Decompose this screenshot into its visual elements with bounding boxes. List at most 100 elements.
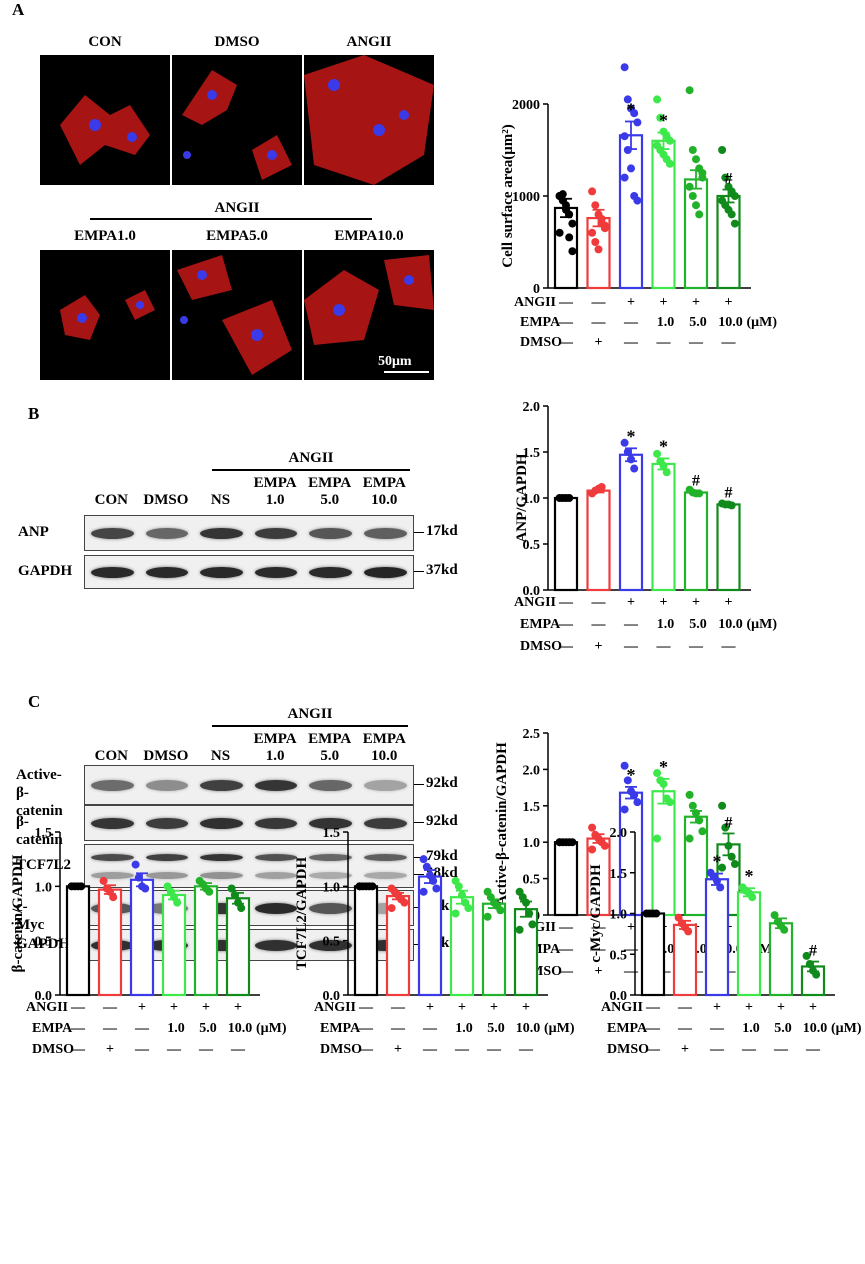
micrograph-con: [40, 55, 170, 185]
blot-band: [254, 939, 298, 951]
treatment-mark: —: [741, 1042, 757, 1057]
bar: [651, 790, 676, 917]
micrograph-empa5: [172, 250, 302, 380]
treatment-row-label: ANGII: [601, 1000, 643, 1015]
cell-image-angii: [304, 55, 434, 185]
data-point: [659, 461, 668, 470]
data-point: [600, 221, 609, 230]
treatment-mark: —: [358, 1021, 374, 1036]
data-point: [653, 95, 662, 104]
data-point: [568, 247, 577, 256]
data-point: [131, 860, 140, 869]
significance-mark: *: [627, 99, 636, 119]
data-point: [600, 841, 609, 850]
data-point: [656, 113, 665, 122]
data-point: [555, 838, 564, 847]
blot-band: [364, 902, 407, 914]
bar: [65, 885, 91, 997]
data-point: [688, 192, 697, 200]
treatment-mark: +: [777, 1000, 785, 1015]
treatment-mark: +: [394, 1042, 402, 1057]
bar: [193, 885, 219, 997]
blot-strip: [84, 515, 414, 551]
treatment-row-label: DMSO: [520, 335, 562, 350]
y-tick-label: 1.0: [610, 908, 628, 923]
blot-band: [254, 902, 298, 914]
treatment-mark: —: [623, 639, 639, 654]
micrograph-dmso: [172, 55, 302, 185]
treatment-mark: —: [677, 1000, 693, 1015]
treatment-mark: 1.0: [455, 1021, 473, 1036]
treatment-mark: —: [591, 920, 607, 935]
data-point: [597, 215, 606, 223]
kd-label: 79kd: [426, 847, 458, 864]
y-tick-label: 0.0: [35, 989, 53, 1004]
data-point: [692, 155, 700, 164]
data-point: [665, 159, 674, 168]
treatment-mark: 1.0: [657, 315, 675, 330]
blot-angii-line: [212, 469, 410, 471]
treatment-mark: —: [358, 1000, 374, 1015]
data-point: [597, 482, 606, 491]
treatment-mark: —: [656, 639, 672, 654]
blot-band: [200, 527, 243, 539]
treatment-mark: +: [713, 1000, 721, 1015]
treatment-mark: —: [70, 1042, 86, 1057]
blot-band: [254, 527, 298, 539]
data-point: [662, 468, 671, 477]
bar: [553, 496, 579, 592]
data-point: [588, 228, 597, 237]
data-point: [724, 841, 733, 850]
blot-band: [309, 902, 352, 914]
data-point: [688, 801, 697, 810]
y-tick-label: 0.5: [523, 538, 541, 553]
treatment-mark: —: [358, 1042, 374, 1057]
treatment-mark: —: [558, 335, 574, 350]
y-tick-label: 1.5: [523, 446, 541, 461]
data-point: [630, 464, 639, 473]
data-point: [623, 776, 632, 785]
treatment-mark: —: [623, 335, 639, 350]
kd-tick: [414, 784, 424, 785]
data-point: [730, 860, 739, 869]
data-point: [451, 909, 460, 918]
data-point: [591, 238, 600, 246]
significance-mark: *: [659, 111, 668, 131]
data-point: [134, 873, 143, 882]
data-point: [227, 884, 236, 893]
data-point: [99, 876, 108, 885]
y-tick-label: 0.0: [323, 989, 341, 1004]
micro-title-empa5: EMPA5.0: [206, 228, 268, 244]
treatment-mark: 1.0: [657, 617, 675, 632]
data-point: [630, 790, 639, 799]
treatment-mark: 5.0: [199, 1021, 217, 1036]
micro-group-line: [90, 218, 372, 220]
bar: [768, 922, 794, 997]
bar: [129, 878, 155, 997]
y-tick-label: 0.5: [35, 935, 53, 950]
treatment-row-label: ANGII: [314, 1000, 356, 1015]
treatment-mark: —: [558, 920, 574, 935]
data-point: [464, 904, 473, 913]
bar: [618, 134, 644, 290]
data-point: [568, 838, 577, 847]
cell-image-empa5: [177, 255, 292, 375]
treatment-mark: —: [70, 1000, 86, 1015]
data-point: [653, 834, 662, 843]
treatment-mark: —: [721, 335, 737, 350]
data-point: [698, 169, 707, 177]
data-point: [555, 228, 564, 237]
treatment-mark: —: [518, 1042, 534, 1057]
treatment-mark: —: [134, 1042, 150, 1057]
treatment-mark: —: [688, 639, 704, 654]
data-point: [422, 862, 431, 871]
data-point: [565, 233, 574, 242]
micrograph-empa1: [40, 250, 170, 380]
data-point: [432, 884, 441, 893]
scale-bar-label: 50μm: [378, 354, 412, 369]
data-point: [770, 911, 779, 920]
data-point: [653, 449, 662, 458]
treatment-mark: +: [627, 295, 635, 310]
blot-band: [364, 779, 407, 791]
data-point: [623, 146, 632, 154]
